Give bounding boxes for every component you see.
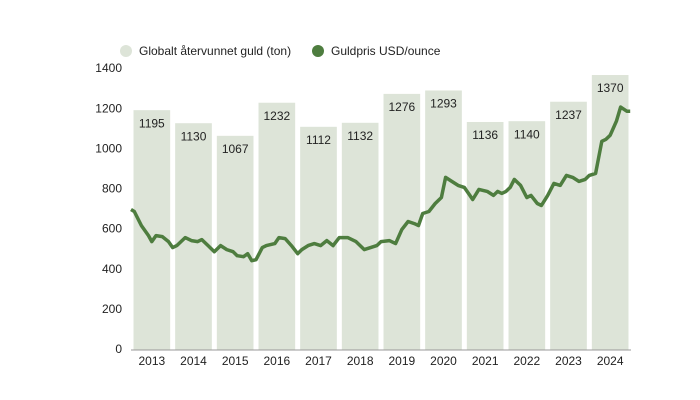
y-tick-label: 400 [102,262,122,276]
bar [175,123,212,350]
bar [466,121,504,350]
bar [216,135,254,350]
x-tick-label: 2019 [388,354,415,368]
bar [550,101,587,350]
y-tick-label: 200 [102,302,122,316]
x-tick-label: 2014 [180,354,207,368]
y-tick-label: 600 [102,222,122,236]
data-label: 1067 [222,142,249,156]
data-label: 1112 [306,133,331,147]
data-label: 1293 [430,97,457,111]
bar [300,126,337,350]
y-tick-label: 1000 [95,141,122,155]
data-label: 1195 [139,116,165,130]
data-label: 1276 [388,100,415,114]
legend-swatch [120,45,132,57]
data-label: 1130 [181,129,207,143]
bar [591,75,629,351]
x-tick-label: 2015 [222,354,249,368]
data-label: 1132 [347,129,373,143]
x-tick-label: 2018 [347,354,374,368]
x-tick-label: 2017 [305,354,332,368]
legend-label: Guldpris USD/ounce [331,44,441,58]
bar [425,90,462,350]
data-label: 1237 [555,108,582,122]
y-tick-label: 800 [102,182,122,196]
x-tick-label: 2016 [263,354,290,368]
data-label: 1370 [597,81,624,95]
bar [258,102,296,350]
price-line [130,105,631,263]
bar [508,121,546,350]
y-tick-label: 1200 [95,101,122,115]
data-label: 1232 [263,109,290,123]
x-tick-label: 2024 [597,354,624,368]
y-tick-label: 1400 [95,61,122,75]
x-tick-label: 2022 [513,354,540,368]
legend-swatch [312,45,324,57]
x-tick-label: 2020 [430,354,457,368]
y-tick-label: 0 [115,342,122,356]
x-tick-label: 2013 [138,354,165,368]
data-label: 1136 [472,128,498,142]
x-tick-label: 2023 [555,354,582,368]
bar [133,110,171,351]
x-tick-label: 2021 [472,354,499,368]
data-label: 1140 [514,127,540,141]
legend-label: Globalt återvunnet guld (ton) [139,44,291,58]
